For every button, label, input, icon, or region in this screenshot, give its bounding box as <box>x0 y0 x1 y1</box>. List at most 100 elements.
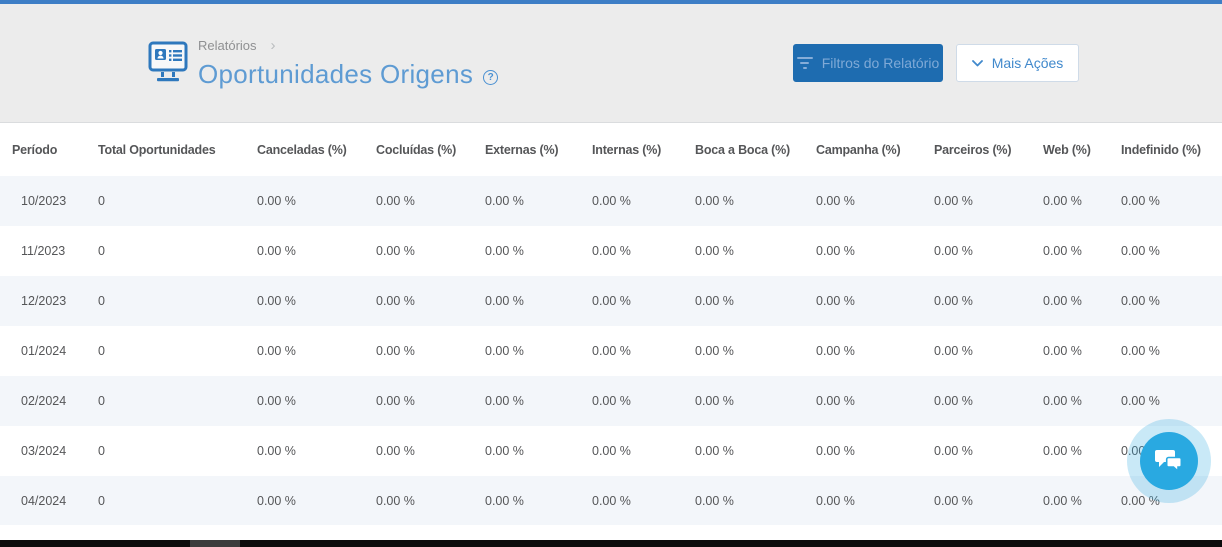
header-actions: Filtros do Relatório Mais Ações <box>793 44 1079 82</box>
value-cell: 0.00 % <box>592 344 631 358</box>
bottom-white-strip <box>0 525 1222 540</box>
chevron-down-icon <box>971 59 983 66</box>
column-header: Canceladas (%) <box>257 142 347 157</box>
period-cell: 12/2023 <box>21 294 67 308</box>
period-cell: 03/2024 <box>21 444 67 458</box>
column-header: Total Oportunidades <box>98 142 216 157</box>
column-header: Internas (%) <box>592 142 662 157</box>
value-cell: 0.00 % <box>257 344 296 358</box>
value-cell: 0.00 % <box>1043 194 1082 208</box>
filter-icon <box>796 56 813 70</box>
value-cell: 0 <box>98 194 105 208</box>
value-cell: 0.00 % <box>1121 194 1160 208</box>
value-cell: 0.00 % <box>257 194 296 208</box>
value-cell: 0.00 % <box>592 194 631 208</box>
value-cell: 0.00 % <box>376 494 415 508</box>
top-accent-line <box>0 0 1222 4</box>
value-cell: 0.00 % <box>934 244 973 258</box>
value-cell: 0.00 % <box>257 494 296 508</box>
value-cell: 0.00 % <box>376 394 415 408</box>
value-cell: 0 <box>98 494 105 508</box>
value-cell: 0.00 % <box>376 194 415 208</box>
breadcrumb: Relatórios › <box>198 37 498 55</box>
report-filters-label: Filtros do Relatório <box>821 55 940 71</box>
value-cell: 0.00 % <box>257 294 296 308</box>
value-cell: 0.00 % <box>1121 394 1160 408</box>
value-cell: 0.00 % <box>816 294 855 308</box>
title-block: Relatórios › Oportunidades Origens ? <box>198 37 499 90</box>
value-cell: 0.00 % <box>1121 294 1160 308</box>
period-cell: 01/2024 <box>21 344 67 358</box>
value-cell: 0.00 % <box>485 394 524 408</box>
chat-widget-button[interactable] <box>1140 432 1198 490</box>
value-cell: 0.00 % <box>934 294 973 308</box>
column-header: Cocluídas (%) <box>376 142 457 157</box>
table-row: 11/2023 0 0.00 % 0.00 % 0.00 % 0.00 % 0.00 % 0.… <box>0 226 1222 276</box>
value-cell: 0.00 % <box>934 344 973 358</box>
table-body: 10/2023 0 0.00 % 0.00 % 0.00 % 0.00 % 0.00 % 0.… <box>0 176 1222 526</box>
value-cell: 0.00 % <box>1043 244 1082 258</box>
value-cell: 0.00 % <box>1043 394 1082 408</box>
value-cell: 0 <box>98 444 105 458</box>
value-cell: 0.00 % <box>816 344 855 358</box>
report-monitor-icon <box>148 41 188 81</box>
help-circle-icon[interactable]: ? <box>483 69 499 85</box>
value-cell: 0 <box>98 344 105 358</box>
column-header: Período <box>12 142 58 157</box>
value-cell: 0.00 % <box>816 394 855 408</box>
value-cell: 0.00 % <box>816 194 855 208</box>
column-header: Indefinido (%) <box>1121 142 1201 157</box>
value-cell: 0.00 % <box>485 344 524 358</box>
breadcrumb-relatorios[interactable]: Relatórios <box>198 38 257 53</box>
value-cell: 0.00 % <box>1043 294 1082 308</box>
value-cell: 0.00 % <box>934 444 973 458</box>
value-cell: 0.00 % <box>592 294 631 308</box>
column-header: Web (%) <box>1043 142 1091 157</box>
value-cell: 0.00 % <box>934 494 973 508</box>
value-cell: 0.00 % <box>376 444 415 458</box>
value-cell: 0.00 % <box>695 194 734 208</box>
page-title: Oportunidades Origens <box>198 58 474 89</box>
column-header: Parceiros (%) <box>934 142 1012 157</box>
value-cell: 0.00 % <box>376 244 415 258</box>
value-cell: 0.00 % <box>592 244 631 258</box>
value-cell: 0.00 % <box>592 394 631 408</box>
value-cell: 0.00 % <box>934 394 973 408</box>
value-cell: 0.00 % <box>816 494 855 508</box>
chat-bubbles-icon <box>1155 450 1183 473</box>
more-actions-label: Mais Ações <box>991 55 1064 71</box>
value-cell: 0.00 % <box>257 244 296 258</box>
value-cell: 0.00 % <box>485 244 524 258</box>
table-row: 04/2024 0 0.00 % 0.00 % 0.00 % 0.00 % 0.00 % 0.… <box>0 476 1222 526</box>
value-cell: 0.00 % <box>695 444 734 458</box>
value-cell: 0.00 % <box>376 344 415 358</box>
breadcrumb-chevron-icon: › <box>270 37 276 54</box>
column-header: Boca a Boca (%) <box>695 142 790 157</box>
value-cell: 0.00 % <box>257 394 296 408</box>
value-cell: 0.00 % <box>485 294 524 308</box>
report-title-group: Relatórios › Oportunidades Origens ? <box>148 37 499 90</box>
table-header-row: Período Total Oportunidades Canceladas (%)… <box>0 123 1222 176</box>
more-actions-button[interactable]: Mais Ações <box>956 44 1079 82</box>
table-row: 10/2023 0 0.00 % 0.00 % 0.00 % 0.00 % 0.00 % 0.… <box>0 176 1222 226</box>
value-cell: 0.00 % <box>1043 444 1082 458</box>
report-header: Relatórios › Oportunidades Origens ? Fil… <box>0 4 1222 123</box>
table-row: 01/2024 0 0.00 % 0.00 % 0.00 % 0.00 % 0.00 % 0.… <box>0 326 1222 376</box>
value-cell: 0.00 % <box>485 444 524 458</box>
value-cell: 0.00 % <box>257 444 296 458</box>
period-cell: 02/2024 <box>21 394 67 408</box>
value-cell: 0.00 % <box>695 344 734 358</box>
value-cell: 0.00 % <box>376 294 415 308</box>
period-cell: 10/2023 <box>21 194 67 208</box>
report-table: Período Total Oportunidades Canceladas (%)… <box>0 123 1222 526</box>
value-cell: 0.00 % <box>1121 344 1160 358</box>
table-header: Período Total Oportunidades Canceladas (%)… <box>0 123 1222 176</box>
table-row: 03/2024 0 0.00 % 0.00 % 0.00 % 0.00 % 0.00 % 0.… <box>0 426 1222 476</box>
value-cell: 0.00 % <box>1121 494 1160 508</box>
value-cell: 0 <box>98 244 105 258</box>
value-cell: 0.00 % <box>485 194 524 208</box>
value-cell: 0.00 % <box>1043 494 1082 508</box>
report-filters-button[interactable]: Filtros do Relatório <box>793 44 943 82</box>
table-row: 02/2024 0 0.00 % 0.00 % 0.00 % 0.00 % 0.00 % 0.… <box>0 376 1222 426</box>
value-cell: 0.00 % <box>1043 344 1082 358</box>
